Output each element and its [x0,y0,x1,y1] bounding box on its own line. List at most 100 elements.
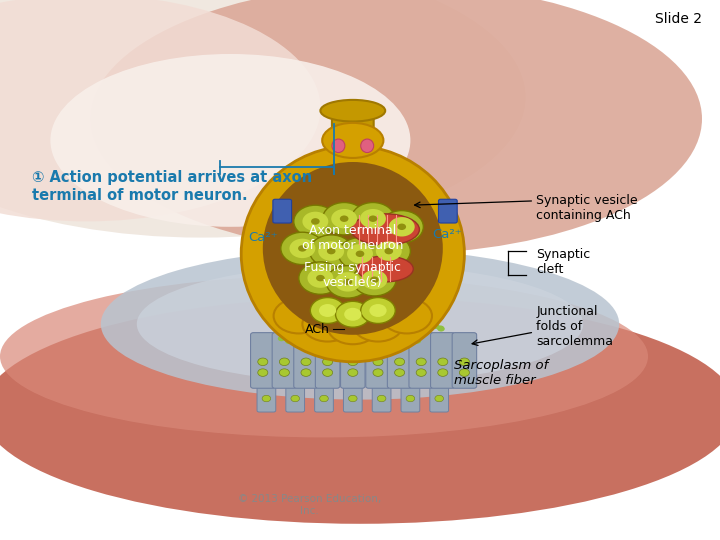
Circle shape [324,332,331,337]
Ellipse shape [241,146,464,362]
FancyBboxPatch shape [332,112,374,164]
Circle shape [416,358,426,366]
Circle shape [438,358,448,366]
FancyBboxPatch shape [438,199,457,223]
Circle shape [331,209,357,228]
Ellipse shape [101,248,619,400]
Circle shape [459,358,469,366]
FancyBboxPatch shape [272,333,297,388]
FancyBboxPatch shape [294,333,318,388]
Circle shape [374,328,381,333]
Text: Fusing synaptic
vesicle(s): Fusing synaptic vesicle(s) [305,261,401,289]
FancyBboxPatch shape [430,376,449,412]
Ellipse shape [361,139,374,152]
Circle shape [373,323,380,328]
Circle shape [278,336,285,341]
Circle shape [310,235,353,267]
Circle shape [258,369,268,376]
Circle shape [323,332,330,337]
Circle shape [311,218,320,225]
Circle shape [281,232,324,265]
Circle shape [437,326,444,331]
FancyBboxPatch shape [315,333,340,388]
Circle shape [291,395,300,402]
Circle shape [301,369,311,376]
Circle shape [279,358,289,366]
Circle shape [345,336,352,342]
Ellipse shape [302,306,353,342]
Circle shape [348,369,358,376]
Circle shape [370,276,379,283]
Circle shape [280,324,287,329]
Circle shape [389,217,415,237]
Ellipse shape [0,297,720,524]
Circle shape [297,340,304,345]
Circle shape [380,211,423,243]
Circle shape [435,395,444,402]
Circle shape [373,369,383,376]
FancyBboxPatch shape [257,376,276,412]
Circle shape [282,322,289,328]
Text: Sarcoplasm of
muscle fiber: Sarcoplasm of muscle fiber [454,359,548,387]
Ellipse shape [351,214,419,245]
Circle shape [274,322,281,327]
FancyBboxPatch shape [251,333,275,388]
Circle shape [344,308,361,321]
Circle shape [335,322,342,328]
Circle shape [414,339,421,344]
Ellipse shape [274,298,324,333]
Circle shape [372,342,379,347]
Circle shape [361,298,395,323]
Circle shape [373,358,383,366]
FancyBboxPatch shape [315,376,333,412]
Text: Ca²⁺: Ca²⁺ [248,231,278,244]
Circle shape [360,209,386,228]
Circle shape [318,241,344,261]
FancyBboxPatch shape [452,333,477,388]
Circle shape [316,275,325,281]
Circle shape [336,301,370,327]
Circle shape [395,369,405,376]
Circle shape [320,395,328,402]
Circle shape [377,395,386,402]
Circle shape [294,205,337,238]
Ellipse shape [357,256,413,282]
Circle shape [347,244,373,264]
Circle shape [369,304,387,317]
Circle shape [459,369,469,376]
FancyBboxPatch shape [286,376,305,412]
Ellipse shape [323,123,384,158]
Circle shape [361,270,387,289]
Circle shape [406,395,415,402]
Circle shape [323,369,333,376]
Text: Ca²⁺: Ca²⁺ [432,228,462,241]
Circle shape [338,238,382,270]
Ellipse shape [0,275,648,437]
Circle shape [323,202,366,235]
Ellipse shape [320,100,385,122]
Circle shape [438,369,448,376]
Circle shape [416,369,426,376]
Text: Slide 2: Slide 2 [655,12,702,26]
Circle shape [340,215,348,222]
Text: Junctional
folds of
sarcolemma: Junctional folds of sarcolemma [536,305,613,348]
Circle shape [384,248,393,254]
Ellipse shape [382,298,432,333]
Circle shape [343,279,352,285]
Circle shape [369,215,377,222]
Circle shape [397,224,406,230]
Circle shape [301,358,311,366]
FancyBboxPatch shape [401,376,420,412]
FancyBboxPatch shape [341,333,365,388]
Circle shape [397,330,404,335]
Ellipse shape [0,0,320,221]
Circle shape [305,332,312,337]
Text: Synaptic
cleft: Synaptic cleft [536,248,590,276]
Circle shape [307,268,333,288]
FancyBboxPatch shape [273,199,292,223]
Ellipse shape [328,309,378,345]
Circle shape [326,266,369,298]
Circle shape [291,332,298,338]
Circle shape [302,212,328,231]
Circle shape [376,241,402,261]
